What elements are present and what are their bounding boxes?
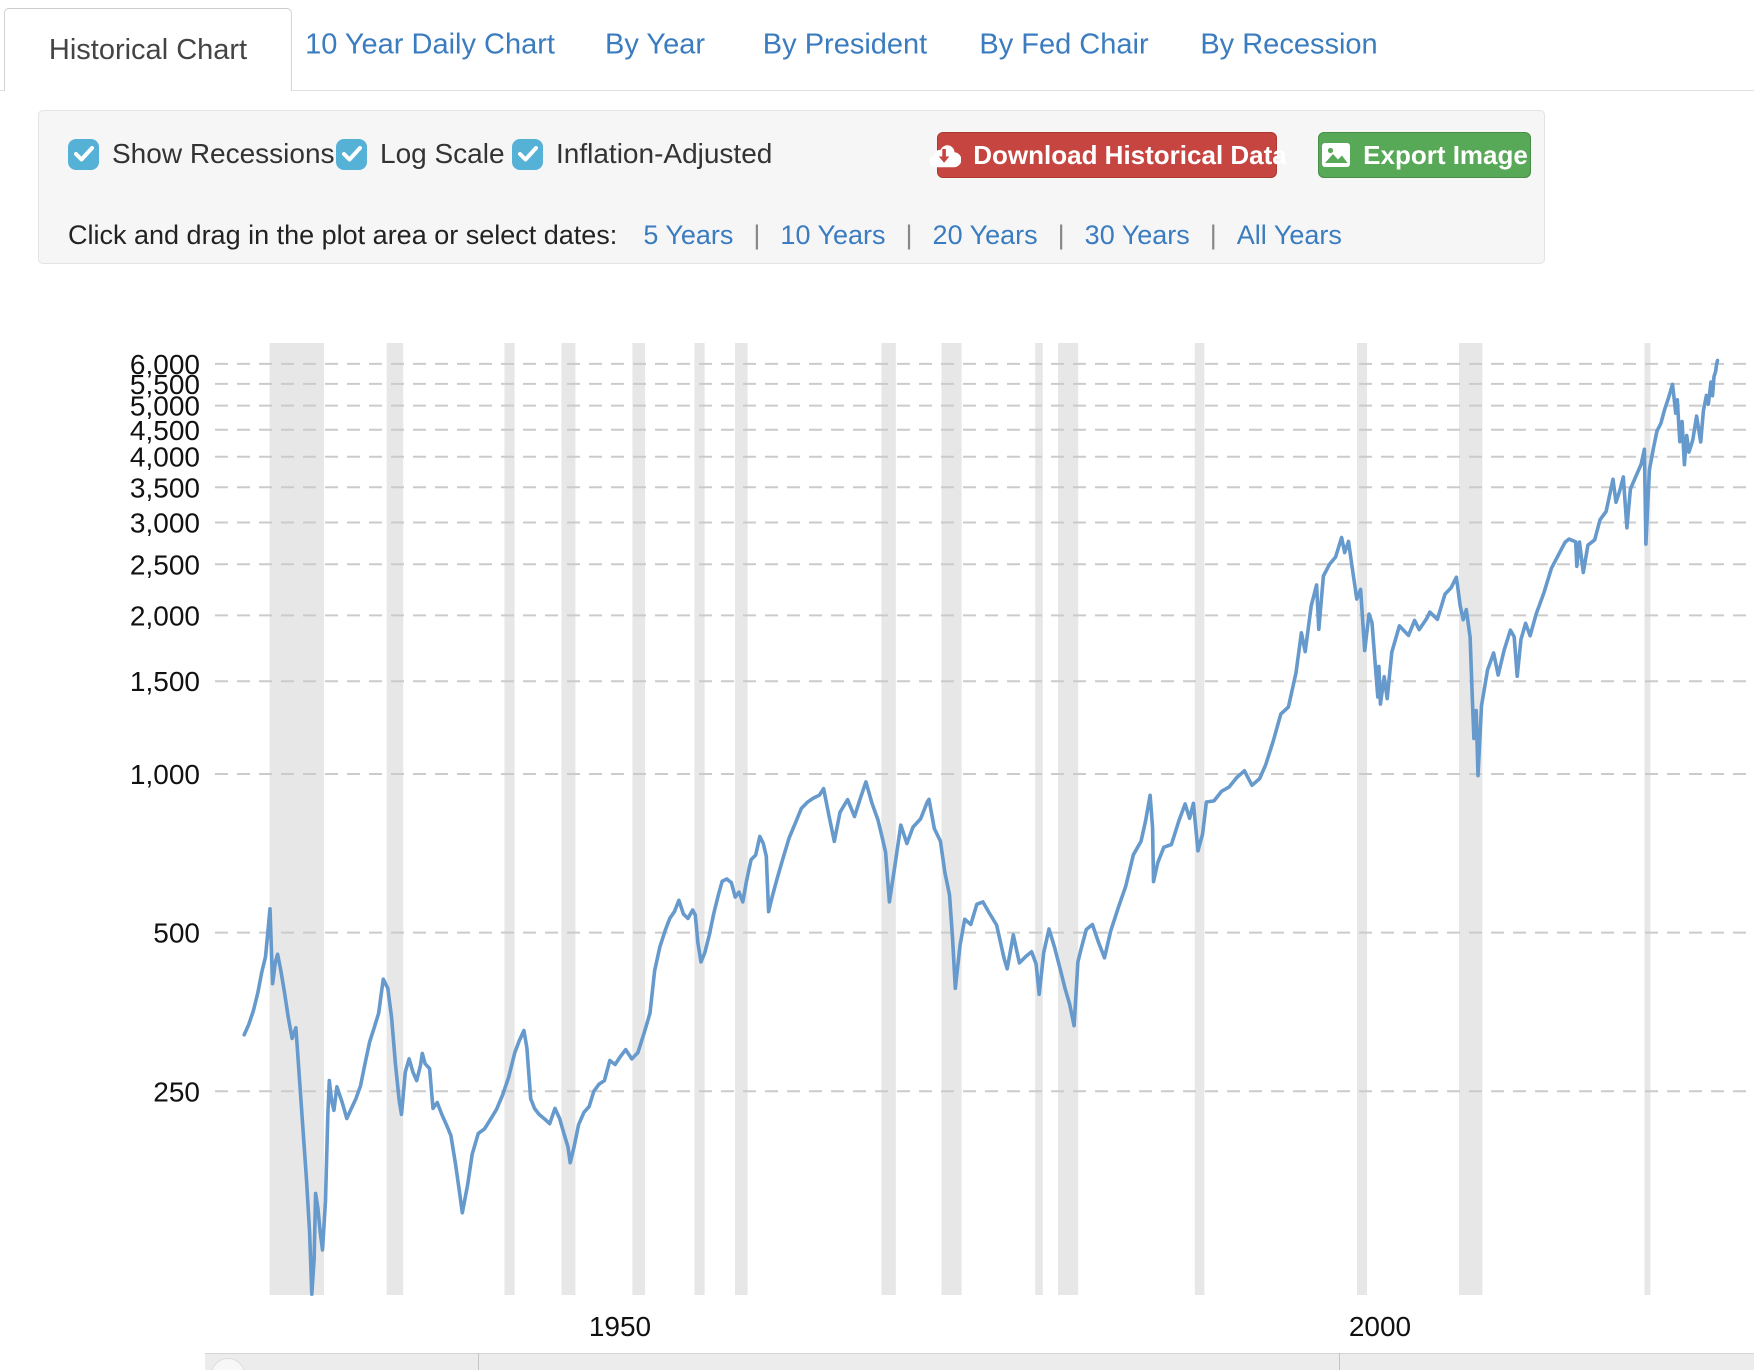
recession-band <box>941 343 962 1295</box>
recession-band <box>1194 343 1205 1295</box>
y-axis-tick-label: 4,500 <box>130 415 200 446</box>
range-link-separator: | <box>1209 220 1217 250</box>
tab-by-year[interactable]: By Year <box>605 28 705 61</box>
recession-band <box>1458 343 1483 1295</box>
y-axis-tick-label: 6,000 <box>130 349 200 380</box>
y-axis-tick-label: 1,500 <box>130 666 200 697</box>
checkbox-show-recessions[interactable]: Show Recessions <box>68 136 335 172</box>
chart-toolbar-panel <box>38 110 1545 264</box>
navigator-divider <box>1339 1353 1340 1370</box>
checkbox-inflation-adjusted[interactable]: Inflation-Adjusted <box>512 136 772 172</box>
range-links: 5 Years | 10 Years | 20 Years | 30 Years | All Y… <box>643 220 1342 251</box>
export-image-button[interactable]: Export Image <box>1318 132 1531 178</box>
date-range-selector: Click and drag in the plot area or selec… <box>68 220 1342 251</box>
checkbox-label: Inflation-Adjusted <box>556 138 773 169</box>
range-link-5-years[interactable]: 5 Years <box>643 220 734 250</box>
recession-band <box>1644 343 1651 1295</box>
image-icon <box>1321 142 1351 168</box>
recession-band <box>694 343 705 1295</box>
chart-navigator-track[interactable] <box>205 1353 1754 1370</box>
cloud-download-icon <box>927 141 962 169</box>
tab-by-president[interactable]: By President <box>762 28 928 61</box>
y-axis-tick-label: 5,000 <box>130 391 200 422</box>
y-axis-tick-label: 4,000 <box>130 442 200 473</box>
recession-band <box>735 343 748 1295</box>
range-link-20-years[interactable]: 20 Years <box>932 220 1038 250</box>
tab-by-fed-chair[interactable]: By Fed Chair <box>979 28 1149 61</box>
tab-10-year-daily-chart[interactable]: 10 Year Daily Chart <box>305 28 555 61</box>
x-axis-tick-label: 1950 <box>589 1311 651 1342</box>
checkbox-label: Log Scale <box>380 138 505 169</box>
recession-band <box>1035 343 1043 1295</box>
y-axis-tick-label: 250 <box>153 1076 200 1107</box>
checkmark-icon <box>512 138 543 170</box>
checkmark-icon <box>336 138 367 170</box>
y-axis-tick-label: 3,000 <box>130 508 200 539</box>
price-line <box>242 358 1720 1296</box>
y-axis-tick-label: 500 <box>153 918 200 949</box>
range-prompt: Click and drag in the plot area or selec… <box>68 220 618 250</box>
recession-band <box>632 343 646 1295</box>
recession-band <box>1058 343 1079 1295</box>
checkbox-log-scale[interactable]: Log Scale <box>336 136 505 172</box>
recession-band <box>1356 343 1368 1295</box>
recession-band <box>386 343 404 1295</box>
range-link-30-years[interactable]: 30 Years <box>1084 220 1190 250</box>
recession-band <box>561 343 576 1295</box>
tab-by-recession[interactable]: By Recession <box>1200 28 1378 61</box>
checkmark-icon <box>68 138 99 170</box>
x-axis-tick-label: 2000 <box>1349 1311 1411 1342</box>
range-link-10-years[interactable]: 10 Years <box>780 220 886 250</box>
export-button-label: Export Image <box>1363 139 1528 170</box>
y-axis-tick-label: 1,000 <box>130 759 200 790</box>
download-button-label: Download Historical Data <box>973 139 1287 170</box>
tab-historical-chart[interactable]: Historical Chart <box>3 8 293 91</box>
checkbox-label: Show Recessions <box>112 138 335 169</box>
download-historical-data-button[interactable]: Download Historical Data <box>929 132 1287 178</box>
y-axis-tick-label: 3,500 <box>130 472 200 503</box>
y-axis-tick-label: 2,000 <box>130 600 200 631</box>
recession-band <box>504 343 515 1295</box>
range-link-all-years[interactable]: All Years <box>1236 220 1342 250</box>
recession-band <box>269 343 324 1295</box>
y-axis-tick-label: 5,500 <box>130 369 200 400</box>
tabstrip-divider <box>0 90 1754 91</box>
range-link-separator: | <box>753 220 761 250</box>
y-axis-tick-label: 2,500 <box>130 549 200 580</box>
range-link-separator: | <box>905 220 913 250</box>
navigator-divider <box>478 1353 479 1370</box>
recession-band <box>881 343 896 1295</box>
range-link-separator: | <box>1057 220 1065 250</box>
